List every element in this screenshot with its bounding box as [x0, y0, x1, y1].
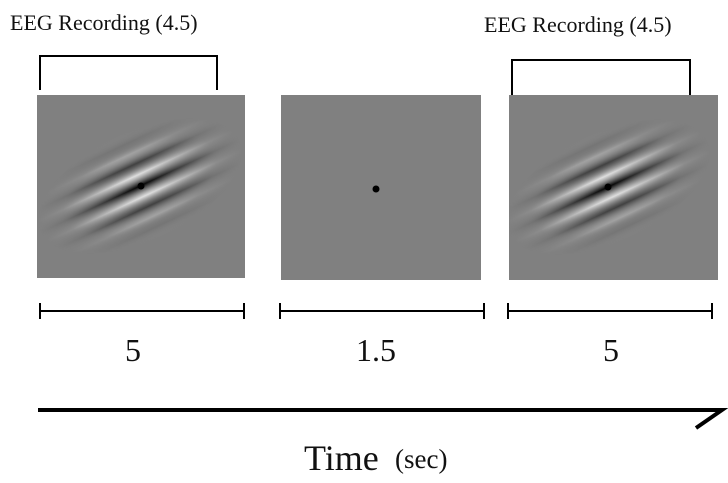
axis-label: Time	[304, 438, 379, 478]
duration-label: 1.5	[356, 332, 396, 368]
recording-label: EEG Recording (4.5)	[10, 10, 198, 35]
time-arrow	[38, 408, 728, 430]
duration-line	[279, 303, 485, 319]
recording-label: EEG Recording (4.5)	[484, 12, 672, 37]
gabor-stimulus	[37, 95, 245, 278]
axis-unit: (sec)	[395, 444, 447, 474]
duration-line	[39, 303, 245, 319]
duration-line	[507, 303, 713, 319]
fixation-screen	[281, 95, 481, 280]
recording-bracket	[39, 55, 218, 90]
gabor-stimulus	[509, 95, 718, 280]
duration-label: 5	[125, 332, 141, 368]
duration-label: 5	[603, 332, 619, 368]
recording-bracket	[511, 59, 691, 95]
